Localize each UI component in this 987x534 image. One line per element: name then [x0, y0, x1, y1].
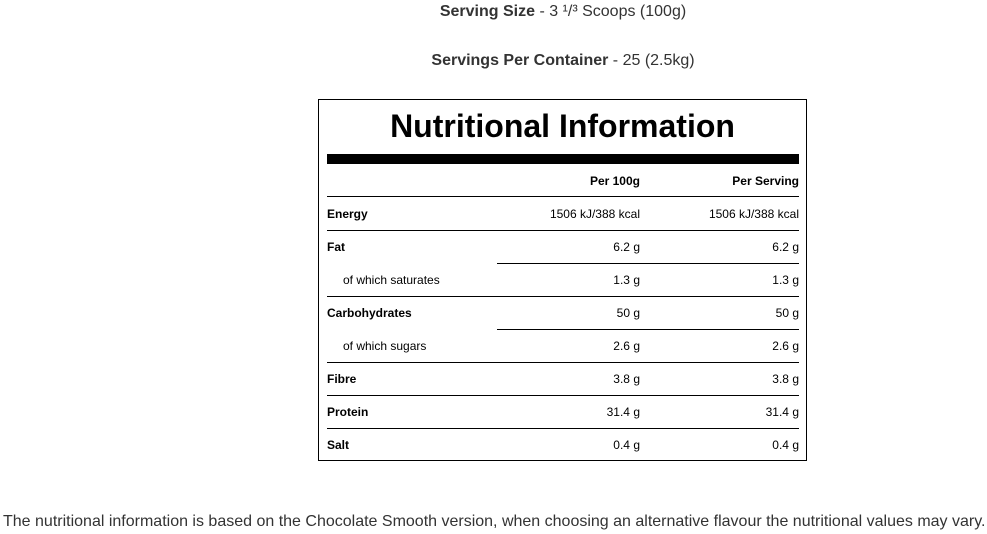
nutrient-label: of which saturates [343, 273, 440, 287]
per-100g: 1506 kJ/388 kcal [549, 207, 640, 221]
nutrition-table: Nutritional Information Per 100g Per Serv… [318, 99, 807, 461]
nutrient-label: of which sugars [343, 339, 427, 353]
value: - 3 ¹/³ Scoops (100g) [539, 3, 687, 20]
per-100g: 50 g [616, 306, 640, 320]
row-divider [327, 362, 799, 363]
per-100g: 6.2 g [613, 240, 640, 254]
label: Servings Per Container [431, 52, 609, 69]
row-divider [327, 395, 799, 396]
nutrient-label: Salt [327, 438, 350, 452]
serving-size: Serving Size - 3 ¹/³ Scoops (100g) [0, 3, 987, 21]
title-bar [327, 154, 799, 164]
nutrient-label: Carbohydrates [327, 306, 412, 320]
per-serving: 2.6 g [772, 339, 799, 353]
per-serving: 31.4 g [765, 405, 799, 419]
column-header: Per Serving [732, 174, 799, 188]
per-100g: 31.4 g [606, 405, 640, 419]
per-100g: 3.8 g [613, 372, 640, 386]
servings-per-container: Servings Per Container - 25 (2.5kg) [0, 52, 987, 70]
table-title: Nutritional Information [390, 108, 735, 144]
per-100g: 2.6 g [613, 339, 640, 353]
footnote: The nutritional information is based on … [3, 513, 986, 530]
label: Serving Size [439, 3, 535, 20]
nutrient-label: Fat [327, 240, 345, 254]
value: - 25 (2.5kg) [612, 52, 695, 69]
nutrient-label: Protein [327, 405, 369, 419]
row-divider [497, 329, 799, 330]
nutrient-label: Fibre [327, 372, 357, 386]
per-serving: 50 g [775, 306, 799, 320]
nutrient-label: Energy [327, 207, 368, 221]
row-divider [497, 263, 799, 264]
per-100g: 0.4 g [613, 438, 640, 452]
row-divider [327, 296, 799, 297]
per-serving: 1.3 g [772, 273, 799, 287]
column-header: Per 100g [589, 174, 640, 188]
per-100g: 1.3 g [613, 273, 640, 287]
per-serving: 3.8 g [772, 372, 799, 386]
row-divider [327, 230, 799, 231]
per-serving: 0.4 g [772, 438, 799, 452]
per-serving: 6.2 g [772, 240, 799, 254]
per-serving: 1506 kJ/388 kcal [708, 207, 799, 221]
row-divider [327, 196, 799, 197]
row-divider [327, 428, 799, 429]
